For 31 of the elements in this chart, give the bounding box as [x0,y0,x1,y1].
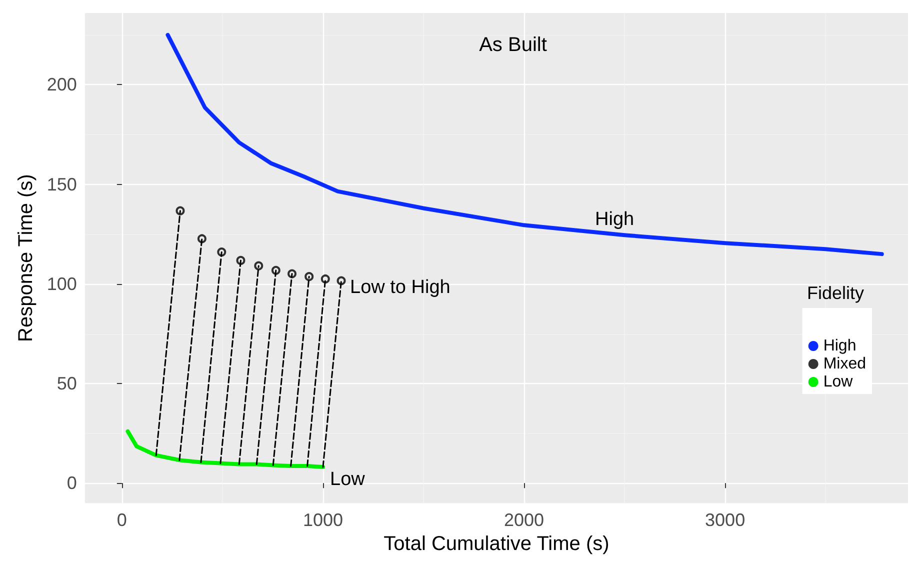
line-series [166,32,884,256]
legend-label: High [823,338,856,354]
point [336,276,346,286]
point [288,269,297,278]
point [320,274,330,284]
x-tick-label: 1000 [302,510,343,530]
line-series [126,429,325,470]
legend-label: Low [823,374,854,390]
annotation: Low [330,469,366,490]
point [254,261,264,270]
point [271,266,280,275]
x-tick-label: 2000 [504,510,544,530]
y-tick-label: 50 [56,374,77,394]
legend-label: Mixed [823,356,866,372]
x-tick-label: 0 [116,510,127,530]
y-tick-label: 200 [46,74,77,95]
y-tick-label: 150 [46,174,77,194]
text: As Built [479,34,548,56]
y-axis-title: Response Time (s) [15,174,37,342]
point [176,206,185,216]
point [304,272,314,282]
point [197,234,206,244]
y-tick-label: 0 [66,473,77,494]
x-axis-title: Total Cumulative Time (s) [384,533,610,555]
y-tick-label: 100 [46,274,77,294]
annotation: Low to High [350,277,450,298]
point [236,256,246,265]
legend-title: Fidelity [806,283,864,303]
x-tick-label: 3000 [705,510,746,530]
point [217,248,226,257]
annotation: High [595,209,634,230]
